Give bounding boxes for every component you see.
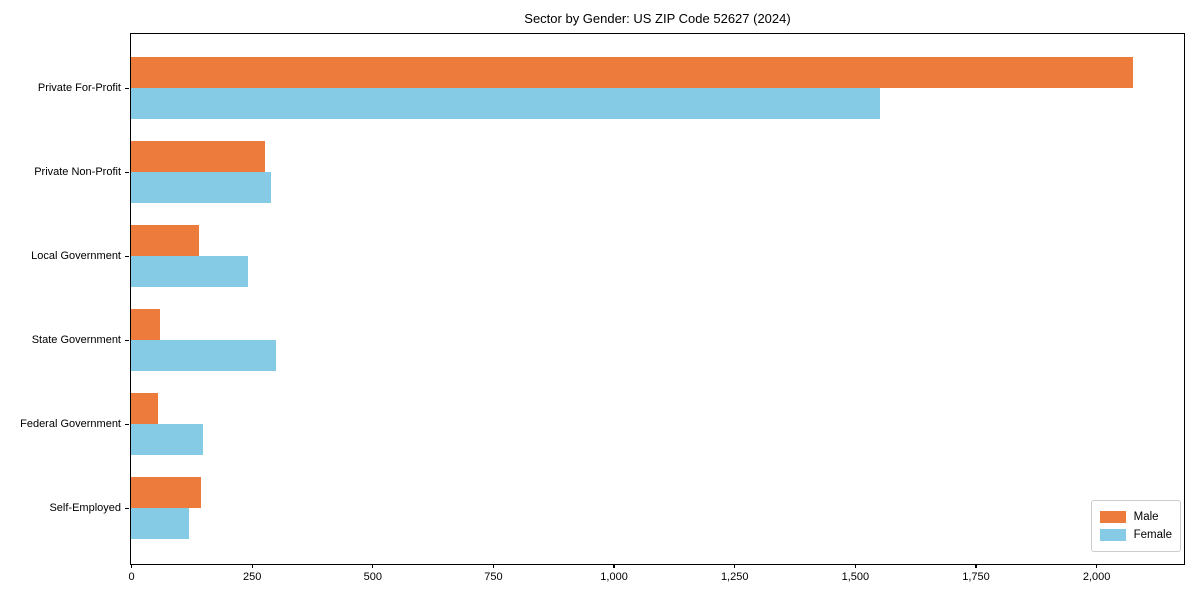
bar-female-3 [131, 339, 276, 371]
x-tick-mark [372, 564, 374, 568]
chart-title: Sector by Gender: US ZIP Code 52627 (202… [524, 11, 791, 26]
x-tick-mark [492, 564, 494, 568]
bar-male-3 [131, 308, 161, 340]
y-tick-mark [125, 507, 129, 509]
legend-item-female: Female [1099, 527, 1172, 543]
legend-label: Male [1133, 511, 1159, 523]
x-tick-label: 2,000 [1082, 571, 1111, 583]
x-tick-label: 750 [484, 571, 503, 583]
y-tick-label: Federal Government [20, 418, 121, 430]
x-tick-mark [854, 564, 856, 568]
bar-female-0 [131, 87, 881, 119]
legend-label: Female [1133, 529, 1172, 541]
y-tick-label: Private Non-Profit [34, 166, 121, 178]
bar-male-4 [131, 392, 158, 424]
y-tick-label: Self-Employed [49, 502, 121, 514]
bar-female-1 [131, 171, 272, 203]
y-tick-mark [125, 255, 129, 257]
bar-male-5 [131, 476, 201, 508]
bar-male-0 [131, 56, 1133, 88]
legend-swatch-female [1099, 529, 1126, 541]
x-tick-label: 1,750 [962, 571, 990, 583]
y-tick-label: Local Government [31, 250, 121, 262]
x-tick-label: 1,000 [600, 571, 628, 583]
x-tick-label: 500 [363, 571, 382, 583]
y-tick-label: State Government [31, 334, 121, 346]
bar-female-2 [131, 255, 249, 287]
bar-female-5 [131, 507, 190, 539]
bar-male-2 [131, 224, 199, 256]
y-tick-mark [125, 423, 129, 425]
x-tick-label: 1,500 [841, 571, 870, 583]
y-tick-label: Private For-Profit [37, 82, 121, 94]
plot-area [130, 33, 1185, 565]
legend-swatch-male [1099, 511, 1126, 523]
x-tick-mark [975, 564, 977, 568]
x-tick-mark [130, 564, 133, 568]
bar-male-1 [131, 140, 266, 172]
legend: Male Female [1090, 500, 1181, 552]
x-tick-label: 0 [128, 571, 135, 583]
x-tick-label: 250 [242, 571, 262, 583]
x-tick-mark [734, 564, 736, 568]
x-tick-mark [251, 564, 253, 568]
y-tick-mark [125, 87, 129, 89]
y-tick-mark [125, 339, 129, 341]
x-tick-mark [1096, 564, 1098, 568]
y-tick-mark [125, 171, 129, 173]
bar-female-4 [131, 423, 204, 455]
x-tick-label: 1,250 [720, 571, 749, 583]
legend-item-male: Male [1099, 509, 1172, 525]
x-tick-mark [613, 564, 615, 568]
